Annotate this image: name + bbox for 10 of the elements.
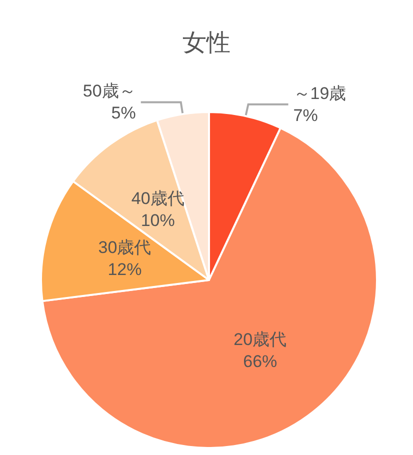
data-label: 10% (140, 211, 175, 230)
slice-label: 50歳～ (82, 82, 136, 101)
slice-label: 20歳代 (234, 330, 287, 349)
slice-label: 30歳代 (98, 238, 152, 257)
data-label: 12% (108, 260, 142, 279)
data-label: 66% (243, 352, 278, 371)
chart-title: 女性 (182, 30, 230, 56)
data-label: 5% (111, 104, 136, 123)
slice-label: ～19歳 (293, 84, 346, 103)
data-label: 7% (293, 106, 318, 125)
